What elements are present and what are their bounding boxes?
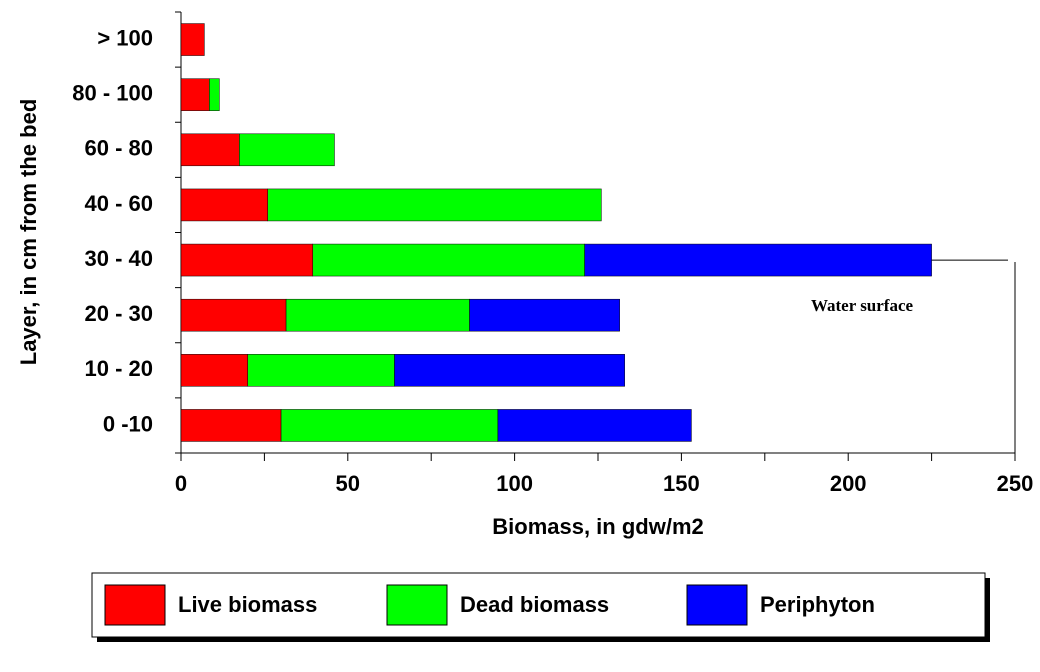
y-tick-label: 30 - 40 <box>85 246 154 271</box>
x-tick-label: 50 <box>336 471 360 496</box>
bar-segment <box>180 188 268 222</box>
x-tick-label: 100 <box>496 471 533 496</box>
legend-swatch <box>686 584 748 626</box>
x-tick-label: 250 <box>997 471 1034 496</box>
bar-segment <box>247 354 395 387</box>
bar-segment <box>312 243 585 277</box>
bar-segment <box>394 354 625 387</box>
y-tick-label: 0 -10 <box>103 411 153 436</box>
legend-swatch <box>104 584 166 626</box>
bar-segment <box>180 23 205 56</box>
bar-segment <box>584 243 932 277</box>
legend-label: Live biomass <box>178 592 317 617</box>
bar-segment <box>180 354 248 387</box>
x-axis-label: Biomass, in gdw/m2 <box>492 514 704 539</box>
legend-swatch <box>386 584 448 626</box>
legend-label: Dead biomass <box>460 592 609 617</box>
bar-segment <box>267 188 602 222</box>
y-tick-label: 80 - 100 <box>72 81 153 106</box>
annotation: Water surface <box>811 296 914 315</box>
y-tick-label: > 100 <box>97 25 153 50</box>
y-tick-label: 60 - 80 <box>85 136 154 161</box>
bar-segment <box>239 133 335 167</box>
bar-segment <box>209 78 220 111</box>
bar-segment <box>497 409 692 442</box>
legend-label: Periphyton <box>760 592 875 617</box>
legend-box <box>91 572 986 638</box>
x-tick-label: 0 <box>175 471 187 496</box>
y-axis-label: Layer, in cm from the bed <box>16 99 41 366</box>
bar-segment <box>180 78 210 111</box>
y-tick-label: 10 - 20 <box>85 356 154 381</box>
bar-segment <box>180 298 287 332</box>
bar-segment <box>180 243 314 277</box>
bar-segment <box>180 133 240 167</box>
x-tick-label: 150 <box>663 471 700 496</box>
y-tick-label: 40 - 60 <box>85 191 154 216</box>
bar-segment <box>280 409 499 442</box>
bar-segment <box>469 298 620 332</box>
x-tick-label: 200 <box>830 471 867 496</box>
bar-segment <box>285 298 470 332</box>
bar-segment <box>180 409 282 442</box>
y-tick-label: 20 - 30 <box>85 301 154 326</box>
